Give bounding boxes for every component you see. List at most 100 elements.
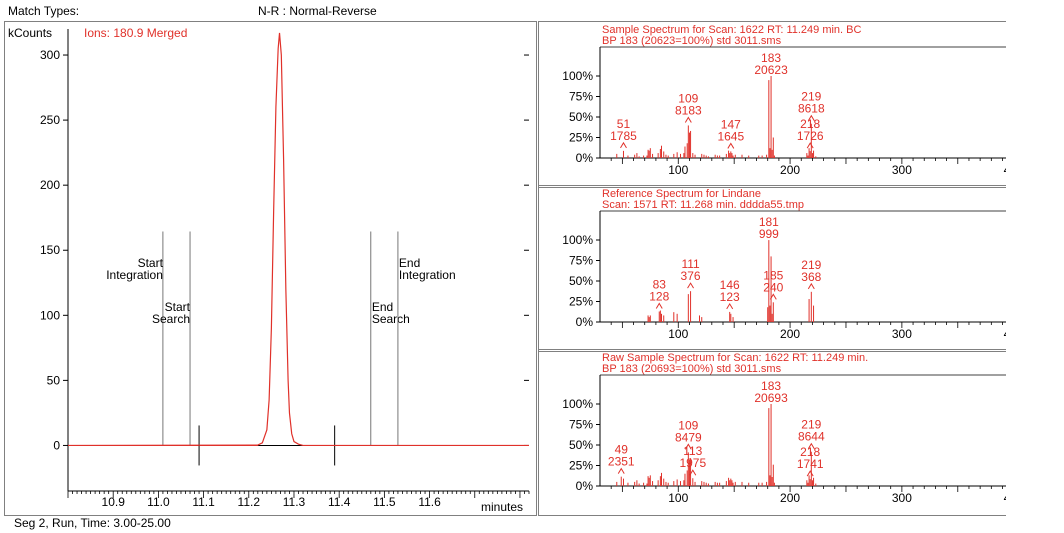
peak-intensity-label: 20693 — [754, 391, 788, 405]
peak-intensity-label: 376 — [681, 269, 701, 283]
peak-intensity-label: 8644 — [798, 430, 825, 444]
peak-arrow — [727, 142, 735, 149]
y-tick-label: 100% — [562, 233, 593, 247]
spectrum-frame — [538, 21, 1006, 188]
chromatogram-chart: kCounts Ions: 180.9 Merged 0 50 100 150 200 250… — [4, 21, 537, 516]
y-tick-label: 0% — [576, 151, 594, 165]
x-tick-label: 200 — [780, 163, 800, 177]
peak-mz-label: 185 — [763, 268, 783, 282]
y-tick-label: 200 — [40, 178, 60, 192]
peak-mz-label: 219 — [801, 90, 821, 104]
peak-intensity-label: 8479 — [675, 430, 702, 444]
x-tick-label: 200 — [780, 491, 800, 505]
y-tick-label: 300 — [40, 48, 60, 62]
x-tick-label: 400 — [1004, 163, 1006, 177]
marker-label: Start — [165, 300, 191, 314]
peak-intensity-label: 8618 — [798, 102, 825, 116]
x-tick-label: 10.9 — [102, 495, 126, 509]
y-tick-label: 75% — [569, 418, 593, 432]
peak-intensity-label: 1741 — [797, 457, 824, 471]
y-tick-label: 75% — [569, 254, 593, 268]
peak-arrow — [620, 141, 627, 149]
segment-info: Seg 2, Run, Time: 3.00-25.00 — [14, 516, 171, 530]
peak-intensity-label: 1975 — [679, 456, 706, 470]
y-tick-label: 100% — [562, 69, 593, 83]
chromatogram-trace — [67, 32, 529, 447]
x-tick-label: 400 — [1004, 491, 1006, 505]
peak-intensity-label: 20623 — [754, 63, 788, 77]
peak-intensity-label: 368 — [801, 270, 821, 284]
peak-mz-label: 218 — [800, 117, 820, 131]
peak-intensity-label: 123 — [720, 290, 740, 304]
peak-arrow — [687, 282, 694, 289]
peak-mz-label: 219 — [801, 418, 821, 432]
y-tick-label: 0% — [576, 479, 594, 493]
x-tick-label: 400 — [1004, 327, 1006, 341]
y-tick-label: 50 — [47, 373, 61, 387]
y-tick-label: 250 — [40, 113, 60, 127]
x-tick-label: 11.6 — [418, 495, 441, 509]
x-tick-label: 11.2 — [238, 495, 261, 509]
y-tick-label: 0% — [576, 315, 594, 329]
peak-arrow — [684, 443, 692, 450]
peak-intensity-label: 999 — [759, 227, 779, 241]
peak-mz-label: 146 — [720, 278, 740, 292]
y-axis-label: kCounts — [8, 26, 52, 40]
peak-intensity-label: 1645 — [717, 129, 744, 143]
x-tick-label: 100 — [668, 163, 688, 177]
match-types-label: Match Types: — [8, 4, 80, 18]
peak-mz-label: 218 — [800, 445, 820, 459]
y-tick-label: 100% — [562, 397, 593, 411]
x-tick-label: 300 — [892, 163, 912, 177]
peak-arrow — [806, 470, 814, 477]
peak-arrow — [807, 114, 815, 121]
peak-arrow — [807, 282, 815, 290]
chart-border — [4, 21, 537, 516]
peak-mz-label: 51 — [617, 117, 631, 131]
x-tick-label: 300 — [892, 327, 912, 341]
x-tick-label: 100 — [668, 491, 688, 505]
peak-mz-label: 219 — [801, 258, 821, 272]
x-tick-label: 100 — [668, 327, 688, 341]
x-tick-label: 11.3 — [283, 495, 306, 509]
marker-label: End — [372, 300, 393, 314]
peak-arrow — [726, 302, 734, 310]
peak-mz-label: 109 — [678, 91, 698, 105]
peak-arrow — [769, 293, 777, 300]
marker-label: Search — [372, 312, 410, 326]
peak-arrow — [617, 467, 625, 474]
peak-mz-label: 183 — [761, 51, 781, 65]
spectrum-title-line: Raw Sample Spectrum for Scan: 1622 RT: 1… — [602, 352, 868, 364]
peak-mz-label: 113 — [683, 444, 702, 458]
peak-mz-label: 109 — [678, 418, 698, 432]
peak-mz-label: 147 — [721, 117, 741, 131]
y-tick-label: 75% — [569, 90, 593, 104]
peak-mz-label: 181 — [759, 215, 779, 229]
marker-label: End — [399, 256, 420, 270]
peak-intensity-label: 2351 — [608, 455, 635, 469]
peak-mz-label: 111 — [681, 257, 700, 271]
spectrum-title-line: Reference Spectrum for Lindane — [602, 188, 761, 200]
spectrum-frame — [538, 185, 1006, 352]
x-tick-label: 11.4 — [328, 495, 351, 509]
raw-sample-spectrum-chart: Raw Sample Spectrum for Scan: 1622 RT: 1… — [538, 349, 1006, 516]
spectrum-title-line: Sample Spectrum for Scan: 1622 RT: 11.24… — [602, 24, 862, 36]
y-tick-label: 25% — [569, 131, 593, 145]
spectrum-title-line: Scan: 1571 RT: 11.268 min. dddda55.tmp — [602, 199, 804, 211]
spectrum-frame — [538, 349, 1006, 516]
peak-mz-label: 183 — [761, 379, 781, 393]
x-axis-label: minutes — [481, 500, 523, 514]
x-tick-label: 200 — [780, 327, 800, 341]
peak-intensity-label: 128 — [649, 290, 669, 304]
sample-spectrum-chart: Sample Spectrum for Scan: 1622 RT: 11.24… — [538, 21, 1006, 188]
y-tick-label: 0 — [53, 438, 60, 452]
marker-label: Integration — [399, 268, 456, 282]
y-tick-label: 50% — [569, 274, 593, 288]
peak-mz-label: 83 — [653, 278, 667, 292]
peak-intensity-label: 240 — [763, 280, 783, 294]
peak-intensity-label: 1726 — [797, 129, 824, 143]
peak-intensity-label: 1785 — [610, 129, 637, 143]
marker-label: Start — [138, 256, 164, 270]
peak-arrow — [655, 302, 663, 309]
